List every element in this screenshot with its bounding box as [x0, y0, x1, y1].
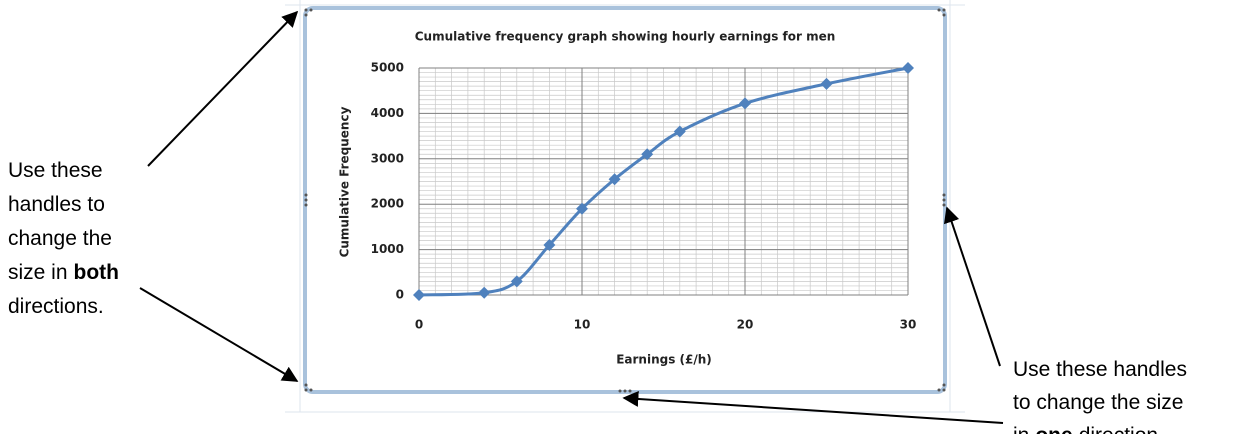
notes: Use these handles to change the size in both… — [8, 159, 1187, 434]
data-point — [510, 275, 523, 288]
y-tick-label: 0 — [396, 288, 404, 302]
note-text: direction. — [1079, 424, 1164, 434]
note-line: change the — [8, 227, 112, 250]
note-line: Use these handles — [1013, 358, 1187, 381]
x-tick-label: 20 — [737, 318, 754, 332]
data-point — [608, 173, 621, 186]
data-point — [478, 286, 491, 299]
chart-title: Cumulative frequency graph showing hourl… — [415, 30, 836, 44]
plot-area: 0 10 20 30 0 1000 2000 3000 4000 5000 — [371, 61, 917, 332]
note-text: Use these — [8, 159, 103, 182]
series-line — [418, 66, 909, 297]
note-line: directions. — [8, 295, 104, 318]
data-point — [413, 289, 425, 301]
note-text: to change the size — [1013, 391, 1183, 414]
note-text: Use these handles — [1013, 358, 1187, 381]
data-point — [673, 125, 686, 138]
arrows — [139, 10, 1004, 424]
x-tick-label: 10 — [574, 318, 591, 332]
note-line: inone direction. — [1013, 424, 1164, 434]
note-text: directions. — [8, 295, 104, 318]
y-tick-label: 4000 — [371, 106, 404, 120]
note-text: handles to — [8, 193, 105, 216]
x-axis-label: Earnings (£/h) — [616, 353, 712, 367]
data-point — [739, 97, 751, 110]
arrow — [139, 287, 299, 382]
data-point — [820, 77, 833, 90]
note-line: size in both — [8, 261, 119, 284]
note-text: in — [1013, 424, 1029, 434]
note-text: one — [1035, 424, 1072, 434]
note-text: both — [74, 261, 119, 284]
data-point — [902, 62, 914, 74]
y-tick-label: 5000 — [371, 61, 404, 75]
data-point — [641, 148, 654, 161]
arrow — [622, 390, 1004, 424]
y-tick-label: 2000 — [371, 197, 404, 211]
note-line: to change the size — [1013, 391, 1183, 414]
data-point — [576, 202, 588, 215]
note-line: Use these — [8, 159, 103, 182]
x-tick-label: 30 — [900, 318, 917, 332]
arrow — [943, 206, 1001, 367]
data-point — [543, 239, 556, 252]
note-line: handles to — [8, 193, 105, 216]
y-axis-label: Cumulative Frequency — [338, 106, 352, 257]
x-tick-label: 0 — [415, 318, 423, 332]
note-text: change the — [8, 227, 112, 250]
sheet-grid — [285, 0, 965, 413]
y-tick-label: 1000 — [371, 242, 404, 256]
note-text: size in — [8, 261, 68, 284]
y-tick-label: 3000 — [371, 151, 404, 165]
arrow — [147, 10, 299, 167]
